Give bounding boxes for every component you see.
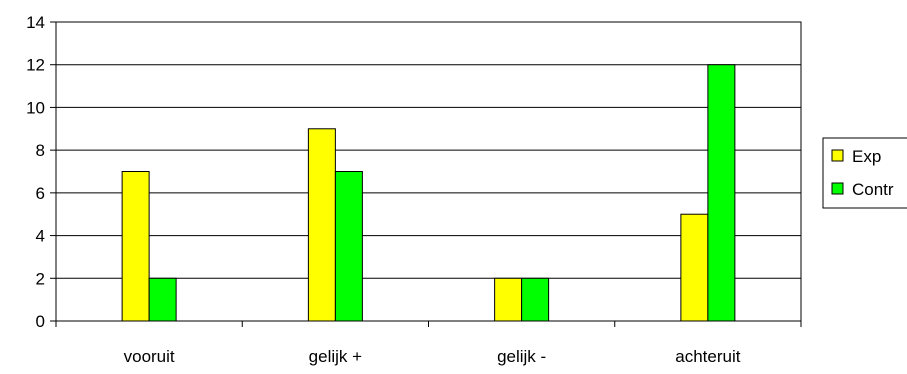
- y-tick-label: 12: [26, 56, 45, 75]
- bar-contr-gelijkminus: [521, 277, 550, 322]
- y-tick-label: 2: [36, 269, 45, 288]
- legend-swatch: [831, 149, 844, 162]
- bar-exp-vooruit: [121, 171, 150, 322]
- legend-label: Contr: [852, 180, 894, 199]
- axes: 0 2 4 6 8 10 12 14 vooruit gelijk + gelijk - achter…: [26, 13, 802, 366]
- y-tick-label: 4: [36, 227, 45, 246]
- y-tick-label: 8: [36, 141, 45, 160]
- x-tick-label: vooruit: [124, 347, 175, 366]
- bar-contr-achteruit: [707, 64, 736, 322]
- bars: [121, 64, 736, 322]
- y-tick-label: 0: [36, 312, 45, 331]
- bar-contr-gelijkplus: [334, 171, 363, 322]
- x-tick-label: gelijk +: [309, 347, 362, 366]
- x-tick-label: achteruit: [675, 347, 740, 366]
- bar-contr-vooruit: [148, 277, 177, 322]
- bar-exp-achteruit: [680, 213, 709, 322]
- y-tick-label: 14: [26, 13, 45, 32]
- y-tick-label: 6: [36, 184, 45, 203]
- x-tick-label: gelijk -: [497, 347, 546, 366]
- bar-exp-gelijkplus: [307, 128, 336, 322]
- y-tick-label: 10: [26, 98, 45, 117]
- legend: Exp Contr: [822, 137, 907, 209]
- legend-swatch: [831, 182, 844, 195]
- bar-exp-gelijkminus: [494, 277, 523, 322]
- legend-label: Exp: [852, 147, 881, 166]
